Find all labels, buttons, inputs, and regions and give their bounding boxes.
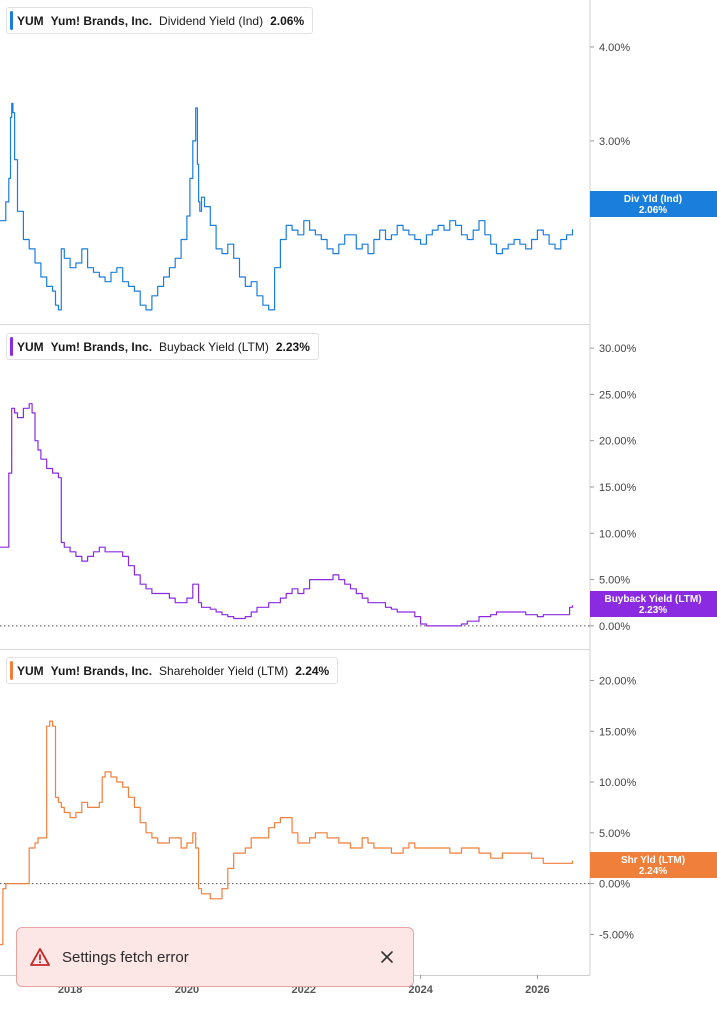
price-tag-value: 2.23% <box>639 605 667 616</box>
price-tag-label: Buyback Yield (LTM) <box>604 594 701 605</box>
y-tick-label: 10.00% <box>599 777 637 789</box>
y-tick-label: 4.00% <box>599 42 630 54</box>
legend-ticker: YUM <box>17 663 44 678</box>
price-tag <box>590 191 717 217</box>
close-icon[interactable] <box>379 949 395 965</box>
y-tick-label: 20.00% <box>599 436 637 448</box>
price-tag <box>590 591 717 617</box>
price-tag-value: 2.24% <box>639 866 667 877</box>
x-tick-label: 2018 <box>58 984 82 996</box>
y-tick-label: 0.00% <box>599 879 630 891</box>
y-tick-label: 20.00% <box>599 675 637 687</box>
x-tick-label: 2020 <box>175 984 199 996</box>
legend-metric: Buyback Yield (LTM) <box>159 339 269 354</box>
y-tick-label: 0.00% <box>599 621 630 633</box>
y-tick-label: 10.00% <box>599 528 637 540</box>
legend-dividend-yield: YUM Yum! Brands, Inc. Dividend Yield (In… <box>6 7 314 34</box>
series-line <box>0 102 574 311</box>
legend-company: Yum! Brands, Inc. <box>50 663 153 678</box>
legend-swatch <box>10 661 13 680</box>
price-tag <box>590 852 717 878</box>
legend-company: Yum! Brands, Inc. <box>50 339 153 354</box>
y-tick-label: 25.00% <box>599 389 637 401</box>
x-tick-label: 2022 <box>292 984 316 996</box>
legend-buyback-yield: YUM Yum! Brands, Inc. Buyback Yield (LTM… <box>6 333 319 360</box>
y-tick-label: 15.00% <box>599 726 637 738</box>
legend-ticker: YUM <box>17 339 44 354</box>
y-tick-label: 30.00% <box>599 343 637 355</box>
legend-value: 2.23% <box>275 339 310 354</box>
warning-icon <box>30 948 50 966</box>
y-tick-label: -5.00% <box>599 929 634 941</box>
price-tag-label: Shr Yld (LTM) <box>621 855 685 866</box>
legend-value: 2.24% <box>295 663 330 678</box>
legend-metric: Dividend Yield (Ind) <box>159 13 264 28</box>
x-tick-label: 2026 <box>525 984 549 996</box>
y-tick-label: 5.00% <box>599 575 630 587</box>
price-tag-value: 2.06% <box>639 205 667 216</box>
legend-swatch <box>10 337 13 356</box>
y-tick-label: 5.00% <box>599 828 630 840</box>
y-tick-label: 15.00% <box>599 482 637 494</box>
error-toast: Settings fetch error <box>16 927 414 987</box>
legend-company: Yum! Brands, Inc. <box>50 13 153 28</box>
x-tick-label: 2024 <box>408 984 433 996</box>
legend-metric: Shareholder Yield (LTM) <box>159 663 289 678</box>
legend-shareholder-yield: YUM Yum! Brands, Inc. Shareholder Yield … <box>6 657 339 684</box>
legend-value: 2.06% <box>270 13 305 28</box>
series-line <box>0 403 574 627</box>
y-tick-label: 3.00% <box>599 136 630 148</box>
series-line <box>0 720 574 946</box>
toast-message: Settings fetch error <box>62 948 189 966</box>
price-tag-label: Div Yld (Ind) <box>624 194 682 205</box>
legend-ticker: YUM <box>17 13 44 28</box>
legend-swatch <box>10 11 13 30</box>
